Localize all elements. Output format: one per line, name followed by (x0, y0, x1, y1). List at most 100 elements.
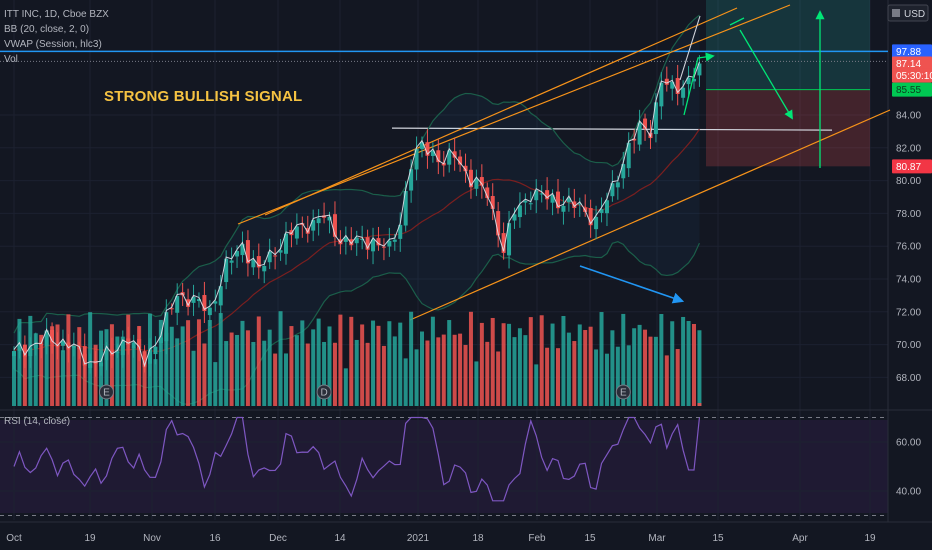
candle-body (398, 224, 403, 239)
volume-bar (430, 316, 435, 406)
rsi-indicator-label[interactable]: RSI (14, close) (4, 416, 71, 427)
event-marker-label: E (620, 388, 627, 399)
volume-bar (316, 318, 321, 406)
volume-bar (686, 321, 691, 406)
volume-bar (604, 353, 609, 406)
candle-body (39, 344, 44, 346)
volume-bar (441, 334, 446, 406)
volume-bar (256, 316, 261, 406)
volume-bar (273, 353, 278, 406)
volume-bar (681, 316, 686, 406)
price-tag-label: 97.88 (896, 47, 921, 58)
candle-body (202, 295, 207, 312)
candle-body (485, 187, 490, 199)
symbol-line[interactable]: ITT INC, 1D, Cboe BZX (4, 9, 109, 20)
candle-body (686, 77, 691, 85)
green-arrow (683, 52, 715, 116)
candle-body (550, 195, 555, 203)
price-tag-bg (892, 159, 932, 174)
candle-body (104, 347, 109, 361)
candle-body (66, 342, 71, 350)
currency-button[interactable]: USD (887, 4, 929, 22)
candle-body (534, 190, 539, 201)
time-tick-label: 19 (84, 533, 96, 544)
candle-body (490, 196, 495, 209)
time-tick-label: Dec (269, 533, 287, 544)
price-tick-label: 70.00 (896, 340, 921, 351)
volume-bar (447, 320, 452, 406)
bollinger-upper (13, 14, 700, 334)
volume-bar (664, 355, 669, 406)
candle-body (327, 216, 332, 221)
volume-bar (436, 337, 441, 406)
volume-bar (626, 345, 631, 406)
volume-bar (523, 335, 528, 406)
grid-lines (0, 0, 888, 520)
candle-body (474, 178, 479, 189)
price-tag-label: 80.87 (896, 162, 921, 173)
volume-bar (17, 318, 22, 406)
candle-body (479, 177, 484, 186)
candle-body (88, 363, 93, 368)
volume-bar (338, 314, 343, 406)
candle-body (588, 208, 593, 226)
candle-body (371, 239, 376, 252)
candle-body (71, 345, 76, 348)
candle-body (158, 337, 163, 344)
volume-bar (218, 313, 223, 406)
volume-bar (615, 346, 620, 406)
candle-body (28, 347, 33, 357)
candle-body (262, 266, 267, 272)
volume-bar (610, 330, 615, 406)
candle-body (615, 182, 620, 188)
volume-bar (572, 341, 577, 406)
bb-indicator-label[interactable]: BB (20, close, 2, 0) (4, 24, 90, 35)
candle-body (235, 251, 240, 257)
candle-body (436, 150, 441, 163)
volume-bar (588, 326, 593, 406)
trend-channel (237, 4, 891, 321)
volume-bar (485, 341, 490, 406)
bullish-signal-annotation: STRONG BULLISH SIGNAL (104, 88, 303, 105)
candle-body (447, 150, 452, 165)
bollinger-fill (14, 15, 700, 405)
candle-body (267, 251, 272, 263)
candle-body (556, 191, 560, 209)
volume-bar (354, 339, 359, 406)
event-marker-label: E (103, 388, 110, 399)
candle-body (452, 151, 457, 158)
price-tick-label: 74.00 (896, 275, 921, 286)
volume-bar (528, 317, 533, 406)
volume-indicator-label[interactable]: Vol (4, 54, 18, 65)
volume-bar (207, 320, 212, 406)
time-tick-label: 14 (334, 533, 346, 544)
rsi-line (13, 416, 701, 502)
price-tick-label: 78.00 (896, 209, 921, 220)
volume-bar (142, 350, 147, 406)
candle-body (692, 78, 696, 82)
price-tag-label: 87.14 (896, 59, 921, 70)
volume-bar (240, 320, 245, 406)
channel-line (264, 7, 738, 216)
price-tag-bg (892, 44, 932, 59)
vwap-indicator-label[interactable]: VWAP (Session, hlc3) (4, 39, 102, 50)
candle-body (316, 218, 321, 224)
volume-bar (278, 311, 283, 406)
volume-bar (126, 314, 131, 406)
volume-bar (659, 314, 664, 406)
candle-body (425, 142, 430, 156)
volume-bar (12, 351, 16, 406)
candle-body (409, 169, 414, 191)
candle-body (273, 255, 278, 257)
candle-body (566, 197, 571, 203)
candle-body (218, 286, 223, 306)
volume-bar (131, 347, 136, 406)
volume-bar (490, 317, 495, 406)
candle-body (523, 200, 528, 203)
volume-bar (137, 326, 142, 406)
candle-body (621, 164, 626, 179)
time-tick-label: 19 (864, 533, 876, 544)
volume-bar (224, 341, 229, 406)
